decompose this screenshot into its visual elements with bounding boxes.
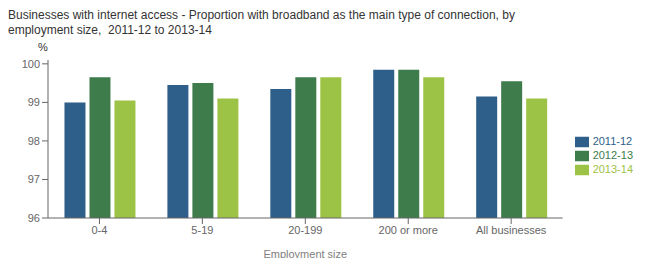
- html-text:Businesses with internet acces: Businesses with internet access - Propor…: [8, 8, 515, 22]
- svg-text:98: 98: [28, 135, 40, 147]
- svg-text:100: 100: [22, 58, 40, 70]
- svg-text:0-4: 0-4: [92, 224, 108, 236]
- svg-text:Employment size: Employment size: [263, 248, 347, 258]
- html-text:2013-14: 2013-14: [592, 163, 633, 175]
- html-text:2012-13: 2012-13: [592, 149, 633, 161]
- svg-text:96: 96: [28, 212, 40, 224]
- svg-text:200 or more: 200 or more: [379, 224, 438, 236]
- svg-text:97: 97: [28, 173, 40, 185]
- svg-text:20-199: 20-199: [288, 224, 322, 236]
- svg-text:All businesses: All businesses: [476, 224, 547, 236]
- svg-text:5-19: 5-19: [191, 224, 213, 236]
- html-text:2011-12: 2011-12: [592, 134, 633, 147]
- svg-text:99: 99: [28, 96, 40, 108]
- html-text:employment size, 2011-12 to 20: employment size, 2011-12 to 2013-14: [8, 23, 212, 37]
